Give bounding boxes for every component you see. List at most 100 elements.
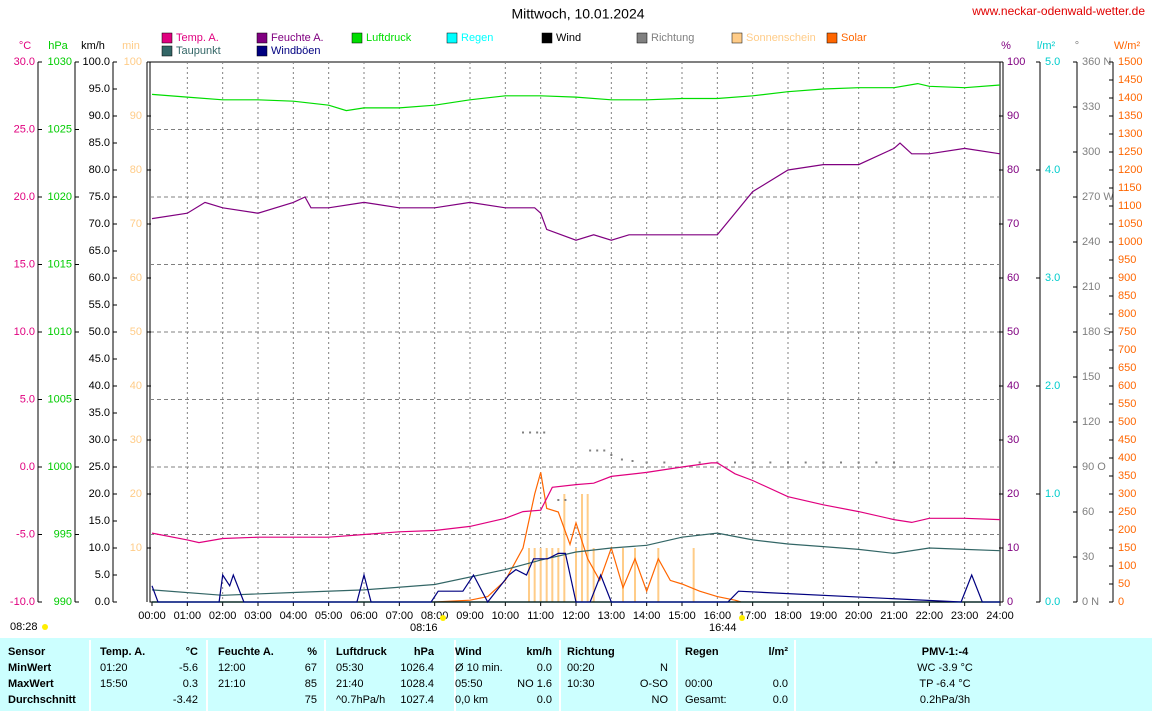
axis-unit: % (1001, 40, 1011, 52)
y-tick-label: 1005 (48, 393, 72, 405)
y-tick-label: 850 (1118, 290, 1136, 302)
y-tick-label: 70 (130, 218, 142, 230)
x-tick-label: 24:00 (986, 610, 1014, 622)
y-tick-label: 100 (1007, 56, 1025, 68)
y-tick-label: 15.0 (14, 258, 35, 270)
series-line (151, 462, 1001, 544)
table-cell: 15:50 (100, 678, 128, 690)
y-tick-label: -10.0 (10, 596, 35, 608)
y-tick-label: 300 (1082, 146, 1100, 158)
direction-dot (875, 461, 878, 464)
table-cell: O-SO (640, 678, 669, 690)
y-tick-label: 1020 (48, 191, 72, 203)
direction-dot (631, 460, 634, 462)
y-tick-label: 100 (1118, 560, 1136, 572)
y-tick-label: 900 (1118, 272, 1136, 284)
y-tick-label: 800 (1118, 308, 1136, 320)
x-tick-label: 09:00 (456, 610, 484, 622)
y-tick-label: 20.0 (89, 488, 110, 500)
y-tick-label: 1010 (48, 326, 72, 338)
x-tick-label: 03:00 (244, 610, 272, 622)
legend-swatch (731, 32, 743, 44)
legend-swatch (826, 32, 838, 44)
y-tick-label: 1.0 (1045, 488, 1060, 500)
y-tick-label: 60.0 (89, 272, 110, 284)
axis-unit: °C (19, 40, 31, 52)
y-tick-label: 1350 (1118, 110, 1142, 122)
table-cell: 0.0 (537, 694, 552, 706)
direction-dot (822, 461, 825, 464)
axis-unit: W/m² (1114, 40, 1141, 52)
direction-dot (840, 461, 842, 464)
y-tick-label: 500 (1118, 416, 1136, 428)
y-tick-label: 90 (130, 110, 142, 122)
table-cell: Ø 10 min. (455, 662, 503, 674)
y-tick-label: 90 (1007, 110, 1019, 122)
y-tick-label: 10.0 (89, 542, 110, 554)
sun-time: 08:16 (410, 622, 438, 634)
y-tick-label: 1200 (1118, 164, 1142, 176)
table-cell: 1028.4 (400, 678, 434, 690)
y-tick-label: 1150 (1118, 182, 1142, 194)
y-tick-label: 85.0 (89, 137, 110, 149)
y-tick-label: 95.0 (89, 83, 110, 95)
axis-unit: ° (1075, 40, 1079, 52)
y-tick-label: 60 (1007, 272, 1019, 284)
y-tick-label: 30.0 (14, 56, 35, 68)
sun-icon (440, 615, 446, 621)
y-tick-label: 180 S (1082, 326, 1111, 338)
legend-label: Feuchte A. (271, 32, 324, 44)
y-tick-label: 10 (130, 542, 142, 554)
y-tick-label: 600 (1118, 380, 1136, 392)
x-tick-label: 13:00 (598, 610, 626, 622)
legend-label: Luftdruck (366, 32, 412, 44)
axis-unit: hPa (48, 40, 68, 52)
sunshine-bar (634, 548, 637, 602)
y-tick-label: 2.0 (1045, 380, 1060, 392)
table-cell: Regen (685, 646, 719, 658)
y-tick-label: 1000 (48, 461, 72, 473)
sunshine-bar (657, 548, 660, 602)
legend-swatch (541, 32, 553, 44)
y-tick-label: 0 N (1082, 596, 1099, 608)
table-cell: WC -3.9 °C (917, 662, 973, 674)
table-cell: hPa (414, 646, 435, 658)
table-cell: 75 (305, 694, 317, 706)
legend-label: Richtung (651, 32, 694, 44)
y-tick-label: 80.0 (89, 164, 110, 176)
y-tick-label: 240 (1082, 236, 1100, 248)
series-line (434, 472, 742, 603)
sunshine-bar (621, 548, 624, 602)
y-tick-label: 100.0 (82, 56, 110, 68)
y-tick-label: 1015 (48, 258, 72, 270)
table-background (0, 638, 1152, 711)
sunshine-bar (586, 494, 589, 602)
table-cell: 00:20 (567, 662, 595, 674)
y-tick-label: 0.0 (1045, 596, 1060, 608)
series-line (151, 82, 1001, 112)
y-tick-label: 20.0 (14, 191, 35, 203)
table-cell: 05:50 (455, 678, 483, 690)
source-link[interactable]: www.neckar-odenwald-wetter.de (971, 4, 1145, 18)
direction-dot (804, 461, 807, 464)
y-tick-label: 70.0 (89, 218, 110, 230)
x-tick-label: 00:00 (138, 610, 166, 622)
table-cell: 01:20 (100, 662, 128, 674)
direction-dot (769, 461, 772, 464)
series-line (151, 142, 1001, 241)
y-tick-label: 1400 (1118, 92, 1142, 104)
y-tick-label: 1450 (1118, 74, 1142, 86)
y-tick-label: 950 (1118, 254, 1136, 266)
table-cell: MinWert (8, 662, 52, 674)
table-cell: 21:10 (218, 678, 246, 690)
y-tick-label: 5.0 (95, 569, 110, 581)
legend-label: Solar (841, 32, 867, 44)
table-cell: 1026.4 (400, 662, 434, 674)
sunshine-bar (539, 548, 542, 602)
x-tick-label: 12:00 (562, 610, 590, 622)
sunshine-bar (533, 548, 536, 602)
axis-unit: km/h (81, 40, 105, 52)
x-tick-label: 15:00 (668, 610, 696, 622)
sunshine-bar (545, 548, 548, 602)
y-tick-label: 40 (1007, 380, 1019, 392)
